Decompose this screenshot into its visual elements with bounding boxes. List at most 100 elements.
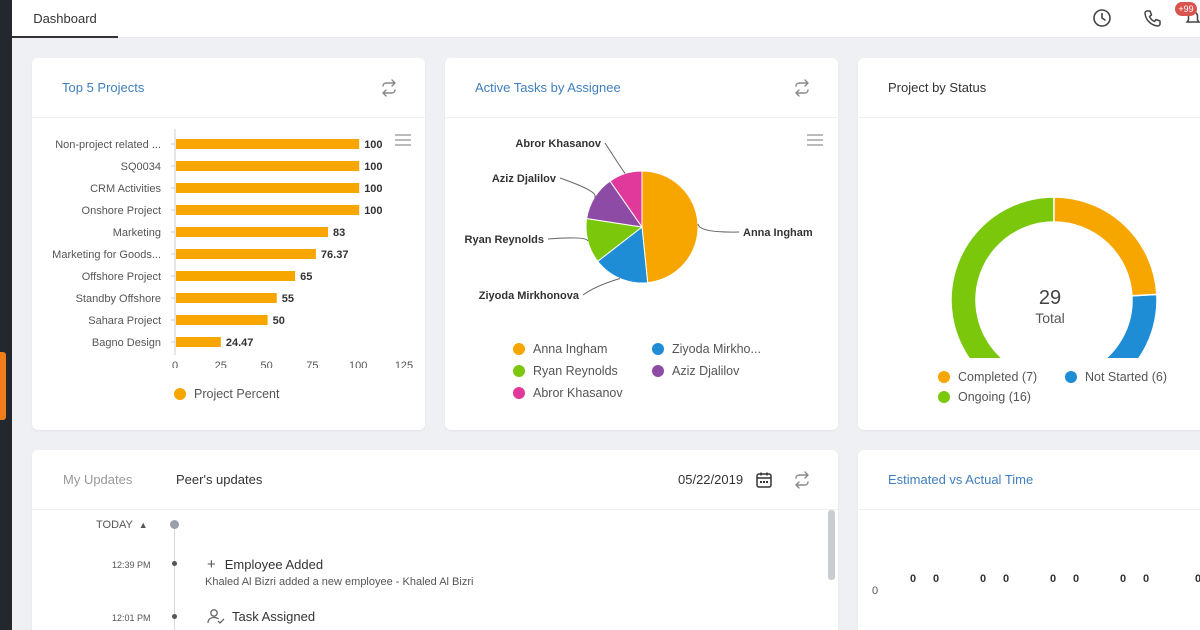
legend-item[interactable]: Project Percent	[174, 387, 279, 401]
est-actual-chart: 0 0 0 0 0 0 0 0 0 0	[872, 573, 1200, 597]
bar[interactable]	[176, 337, 221, 347]
legend-item[interactable]: Aziz Djalilov	[652, 364, 739, 378]
donut-segment[interactable]	[1079, 293, 1158, 358]
entry-title: Employee Added	[224, 557, 324, 572]
clock-icon[interactable]	[1091, 7, 1113, 29]
x-tick-label: 0	[172, 360, 178, 368]
bar-value-label: 0	[1003, 573, 1009, 585]
card-title: Estimated vs Actual Time	[888, 472, 1034, 487]
bar[interactable]	[176, 271, 296, 281]
x-tick-label: 75	[306, 360, 318, 368]
pie-connector	[559, 177, 596, 198]
timeline-marker	[170, 520, 179, 529]
bar-value-label: 0	[1050, 573, 1056, 585]
card-title: Top 5 Projects	[62, 80, 145, 95]
bar[interactable]	[176, 227, 329, 237]
chart-menu-icon[interactable]	[807, 134, 823, 146]
bar[interactable]	[176, 249, 316, 259]
card-header: My Updates Peer's updates 05/22/2019	[32, 450, 838, 510]
timeline-time: 12:01 PM	[112, 613, 151, 623]
card-header: Project by Status	[858, 58, 1200, 118]
bar-value-label: 65	[300, 271, 312, 283]
top-projects-card: Top 5 Projects Non-project related ... 10…	[32, 58, 425, 430]
calendar-icon[interactable]	[754, 470, 774, 490]
category-label: Non-project related ...	[55, 139, 161, 151]
refresh-icon[interactable]	[379, 78, 399, 98]
legend-item[interactable]: Completed (7)	[938, 370, 1037, 384]
pie-slice[interactable]	[609, 170, 643, 229]
donut-segment[interactable]	[950, 196, 1087, 358]
date-field[interactable]: 05/22/2019	[678, 472, 744, 487]
chart-menu-icon[interactable]	[395, 134, 411, 146]
timeline-time: 12:39 PM	[112, 560, 151, 570]
active-tasks-chart: Anna Ingham Ziyoda Mirkhonova Ryan Reynold…	[465, 138, 813, 302]
bar-value-label: 83	[333, 227, 345, 239]
legend-item[interactable]: Anna Ingham	[513, 342, 607, 356]
bar-value-label: 100	[364, 161, 382, 173]
pie-slice-label: Anna Ingham	[743, 227, 813, 239]
pie-slice[interactable]	[641, 170, 699, 284]
pie-slice-label: Ryan Reynolds	[465, 234, 544, 246]
bar-value-label: 0	[933, 573, 939, 585]
today-label: TODAY	[96, 519, 133, 531]
legend-label: Ryan Reynolds	[533, 364, 618, 378]
bar-value-label: 50	[273, 315, 285, 327]
refresh-icon[interactable]	[792, 78, 812, 98]
active-tasks-card: Active Tasks by Assignee Anna Ingham Ziyo…	[445, 58, 838, 430]
scrollbar[interactable]	[828, 510, 835, 580]
bar[interactable]	[176, 183, 360, 193]
tab-peers-updates[interactable]: Peer's updates	[176, 472, 263, 487]
chart-legend: Completed (7) Not Started (6) Ongoing (1…	[938, 370, 1198, 420]
timeline-dot	[172, 614, 177, 619]
timeline-entry-title[interactable]: Task Assigned	[207, 608, 315, 624]
phone-icon[interactable]	[1141, 7, 1163, 29]
legend-marker	[938, 391, 950, 403]
legend-marker	[652, 343, 664, 355]
card-header: Estimated vs Actual Time	[858, 450, 1200, 510]
legend-marker	[513, 365, 525, 377]
card-header: Top 5 Projects	[32, 58, 425, 118]
tab-my-updates[interactable]: My Updates	[63, 472, 133, 487]
donut-segment[interactable]	[1053, 196, 1158, 297]
x-tick-label: 125	[395, 360, 413, 368]
user-assign-icon	[207, 609, 225, 624]
legend-label: Ongoing (16)	[958, 390, 1031, 404]
pie-connector	[547, 237, 589, 242]
category-label: Onshore Project	[82, 205, 161, 217]
legend-marker	[513, 343, 525, 355]
legend-marker	[1065, 371, 1077, 383]
bar[interactable]	[176, 293, 277, 303]
card-title: Active Tasks by Assignee	[475, 80, 621, 95]
bar[interactable]	[176, 315, 268, 325]
legend-label: Ziyoda Mirkho...	[672, 342, 761, 356]
top-bar: Dashboard +99	[12, 0, 1200, 38]
project-status-chart: 29 Total	[950, 196, 1158, 358]
bar-value-label: 0	[1195, 573, 1200, 585]
legend-item[interactable]: Abror Khasanov	[513, 386, 623, 400]
pie-connector	[604, 142, 626, 175]
pie-slice-label: Abror Khasanov	[515, 138, 601, 150]
timeline-entry-desc: Khaled Al Bizri added a new employee - K…	[205, 576, 474, 588]
category-label: Standby Offshore	[76, 293, 161, 305]
y-tick-label: 0	[872, 585, 878, 597]
est-actual-card: Estimated vs Actual Time 0 0 0 0 0 0 0 0 0 0	[858, 450, 1200, 630]
chart-legend: Anna Ingham Ziyoda Mirkho... Ryan Reynol…	[513, 342, 833, 412]
timeline-today-toggle[interactable]: TODAY ▲	[96, 519, 148, 531]
tab-dashboard[interactable]: Dashboard	[12, 0, 118, 38]
pie-slice[interactable]	[597, 226, 649, 284]
timeline-entry-title[interactable]: + Employee Added	[207, 556, 323, 573]
legend-item[interactable]: Ongoing (16)	[938, 390, 1031, 404]
legend-item[interactable]: Not Started (6)	[1065, 370, 1167, 384]
top-projects-chart: Non-project related ... 100 SQ0034 100 CRM A…	[52, 129, 413, 368]
bar-value-label: 0	[1120, 573, 1126, 585]
sidebar-handle[interactable]	[0, 352, 6, 420]
bar[interactable]	[176, 161, 360, 171]
legend-item[interactable]: Ryan Reynolds	[513, 364, 618, 378]
bar[interactable]	[176, 205, 360, 215]
bar-value-label: 24.47	[226, 337, 254, 349]
legend-item[interactable]: Ziyoda Mirkho...	[652, 342, 761, 356]
refresh-icon[interactable]	[792, 470, 812, 490]
updates-card: My Updates Peer's updates 05/22/2019 TOD…	[32, 450, 838, 630]
x-tick-label: 50	[260, 360, 272, 368]
bar[interactable]	[176, 139, 360, 149]
